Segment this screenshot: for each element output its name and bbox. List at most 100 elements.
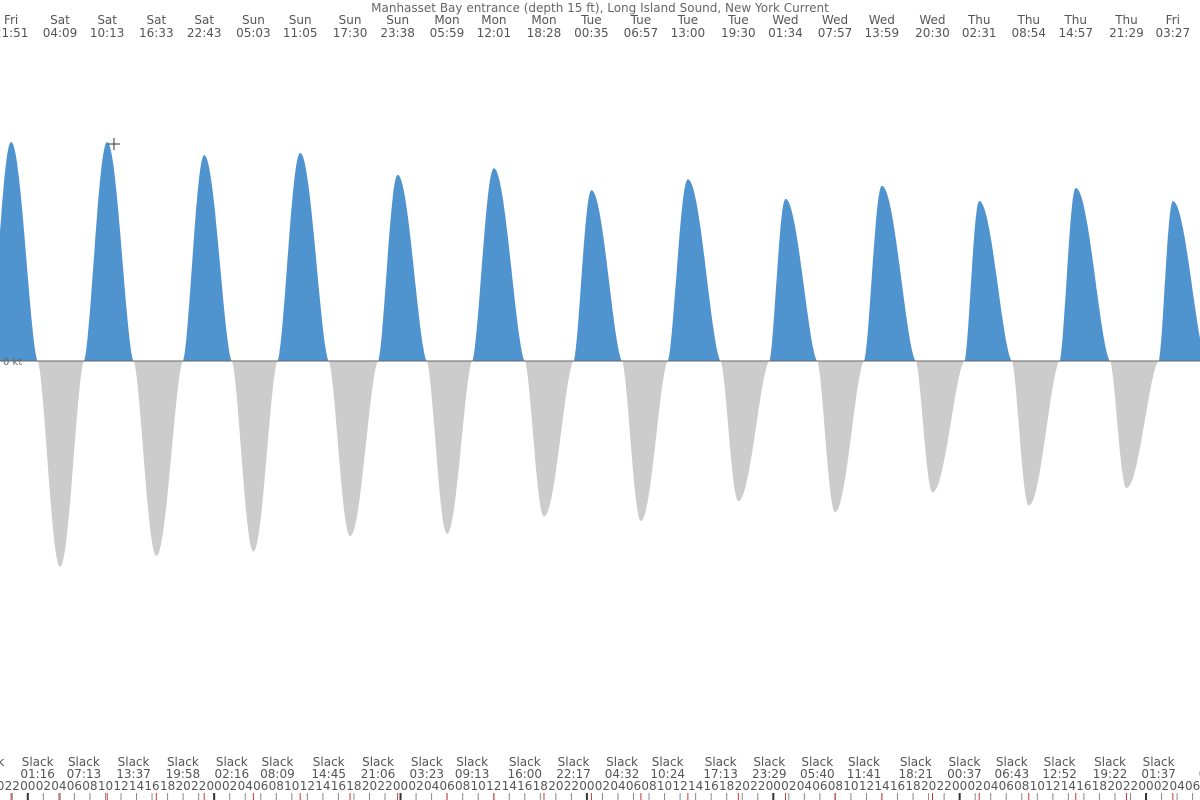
peak-time-label: 22:43 — [187, 26, 222, 40]
hour-tick-label: 10 — [284, 779, 299, 793]
peak-day-label: Mon — [531, 13, 556, 27]
peak-time-label: 07:57 — [818, 26, 853, 40]
flood-area — [277, 153, 329, 361]
hour-tick-label: 00 — [766, 779, 781, 793]
hour-tick-label: 08 — [641, 779, 656, 793]
hour-ticks: 2022000204060810121416182022000204060810… — [0, 779, 1200, 800]
flood-area — [667, 179, 721, 361]
peak-day-label: Fri — [1166, 13, 1180, 27]
ebb-area — [231, 361, 278, 552]
flood-area — [182, 155, 232, 361]
ebb-area — [817, 361, 864, 513]
slack-label: Slack — [68, 755, 100, 769]
hour-tick-label: 02 — [222, 779, 237, 793]
slack-label: Slack — [1143, 755, 1175, 769]
hour-tick-label: 08 — [1014, 779, 1029, 793]
peak-time-label: 14:57 — [1058, 26, 1093, 40]
slack-time-label: 06:43 — [995, 767, 1030, 781]
peak-time-label: 03:27 — [1156, 26, 1191, 40]
ebb-area — [426, 361, 473, 534]
slack-time-label: 04:32 — [605, 767, 640, 781]
hour-tick-label: 02 — [781, 779, 796, 793]
peak-time-label: 08:54 — [1011, 26, 1046, 40]
peak-time-label: 19:30 — [721, 26, 756, 40]
hour-tick-label: 22 — [5, 779, 20, 793]
slack-label: Slack — [216, 755, 248, 769]
peak-time-label: 05:59 — [430, 26, 465, 40]
hour-tick-label: 10 — [98, 779, 113, 793]
hour-tick-label: 06 — [253, 779, 268, 793]
slack-labels: Slack56Slack01:16Slack07:13Slack13:37Sla… — [0, 755, 1200, 781]
peak-day-label: Fri — [4, 13, 18, 27]
peak-time-label: 20:30 — [915, 26, 950, 40]
hour-tick-label: 12 — [113, 779, 128, 793]
peak-day-label: Tue — [727, 13, 749, 27]
peak-day-label: Tue — [580, 13, 602, 27]
slack-time-label: 23:29 — [752, 767, 787, 781]
hour-tick-label: 12 — [486, 779, 501, 793]
hour-tick-label: 08 — [455, 779, 470, 793]
peak-day-label: Wed — [869, 13, 895, 27]
hour-tick-label: 02 — [968, 779, 983, 793]
hour-tick-label: 04 — [610, 779, 625, 793]
slack-label: Slack — [1044, 755, 1076, 769]
ebb-area — [915, 361, 965, 493]
hour-tick-label: 02 — [1154, 779, 1169, 793]
slack-label: Slack — [313, 755, 345, 769]
peak-time-label: 16:33 — [139, 26, 174, 40]
flood-area — [472, 168, 525, 361]
hour-tick-label: 12 — [300, 779, 315, 793]
slack-label: Slack — [652, 755, 684, 769]
peak-day-label: Sat — [194, 13, 214, 27]
cursor-marker — [108, 138, 120, 150]
slack-label: Slack — [801, 755, 833, 769]
peak-day-label: Sun — [386, 13, 409, 27]
peak-time-label: 13:00 — [671, 26, 706, 40]
hour-tick-label: 16 — [1076, 779, 1091, 793]
slack-label: Slack — [509, 755, 541, 769]
slack-time-label: 01:37 — [1141, 767, 1176, 781]
peak-time-label: 10:13 — [90, 26, 125, 40]
hour-tick-label: 22 — [1123, 779, 1138, 793]
slack-time-label: 07:13 — [67, 767, 102, 781]
hour-tick-label: 04 — [1169, 779, 1184, 793]
slack-label: Slack — [456, 755, 488, 769]
peak-day-label: Wed — [772, 13, 798, 27]
peak-day-label: Thu — [1114, 13, 1138, 27]
hour-tick-label: 02 — [595, 779, 610, 793]
peak-time-label: 12:01 — [477, 26, 512, 40]
hour-tick-label: 02 — [408, 779, 423, 793]
slack-label: Slack — [167, 755, 199, 769]
slack-label: Slack — [848, 755, 880, 769]
hour-tick-label: 14 — [1061, 779, 1076, 793]
peak-time-label: 05:03 — [236, 26, 271, 40]
hour-tick-label: 22 — [191, 779, 206, 793]
slack-label: Slack — [558, 755, 590, 769]
peak-day-label: Wed — [919, 13, 945, 27]
peak-day-label: Wed — [822, 13, 848, 27]
peak-time-label: 21:51 — [0, 26, 28, 40]
hour-tick-label: 20 — [362, 779, 377, 793]
ebb-area — [37, 361, 84, 567]
peak-time-label: 02:31 — [962, 26, 997, 40]
hour-tick-label: 08 — [82, 779, 97, 793]
hour-tick-label: 20 — [548, 779, 563, 793]
peak-time-label: 11:05 — [283, 26, 318, 40]
hour-tick-label: 06 — [812, 779, 827, 793]
hour-tick-label: 06 — [439, 779, 454, 793]
slack-label: Slack — [753, 755, 785, 769]
hour-tick-label: 22 — [564, 779, 579, 793]
hour-tick-label: 18 — [160, 779, 175, 793]
peak-day-label: Mon — [481, 13, 506, 27]
flood-area — [1059, 188, 1111, 361]
slack-time-label: 16:00 — [507, 767, 542, 781]
flood-area — [573, 190, 623, 361]
hour-tick-label: 06 — [999, 779, 1014, 793]
ebb-area — [720, 361, 770, 502]
flood-area — [964, 201, 1012, 361]
hour-tick-label: 16 — [517, 779, 532, 793]
ebb-area — [1110, 361, 1159, 488]
hour-tick-label: 10 — [1030, 779, 1045, 793]
peak-day-label: Thu — [1016, 13, 1040, 27]
